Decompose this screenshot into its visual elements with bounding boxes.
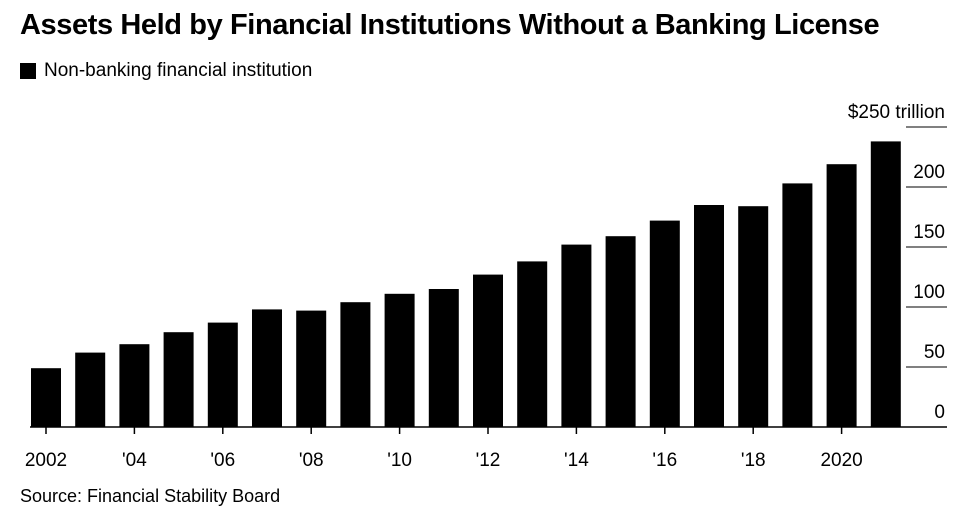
x-tick-label: '10 [387,450,412,471]
bar [561,244,592,427]
bar [694,205,724,427]
bar [649,220,680,427]
x-tick-label: '18 [741,450,766,471]
x-tick-label: '04 [122,450,147,471]
y-tick-label: 0 [934,402,945,423]
x-tick-label: '16 [652,450,677,471]
bar [384,293,415,427]
y-tick-label: 50 [924,342,945,363]
bar [428,289,459,427]
bar [207,322,238,427]
x-tick-label: 2002 [25,450,67,471]
bar [296,310,327,427]
bar [605,236,636,427]
x-tick-label: '14 [564,450,589,471]
legend-label: Non-banking financial institution [44,60,313,81]
bar-layer [31,141,901,427]
x-tick-label: '12 [476,450,501,471]
bar [340,302,371,427]
source-note: Source: Financial Stability Board [20,486,281,506]
bar [119,344,150,427]
bar [75,352,106,427]
bar [473,274,503,427]
bar [738,206,769,427]
bar [163,332,194,427]
y-tick-label: 150 [913,222,945,243]
bar [517,261,548,427]
bar [252,309,282,427]
y-tick-label: 100 [913,282,945,303]
legend-swatch [20,63,36,79]
y-tick-label: 200 [913,162,945,183]
legend: Non-banking financial institution [20,60,312,82]
bar [826,164,857,427]
grid-layer [906,126,947,368]
x-tick-label: '08 [299,450,324,471]
x-tick-label: 2020 [820,450,862,471]
axis-layer: $250 trillion 200 150 100 50 0 2002 '04 '06 '08 '1… [25,102,947,471]
chart-title: Assets Held by Financial Institutions Wi… [20,9,880,41]
y-tick-label: $250 trillion [848,102,945,123]
bar [870,141,901,427]
bar [31,368,61,427]
bar [782,183,813,427]
x-tick-label: '06 [210,450,235,471]
